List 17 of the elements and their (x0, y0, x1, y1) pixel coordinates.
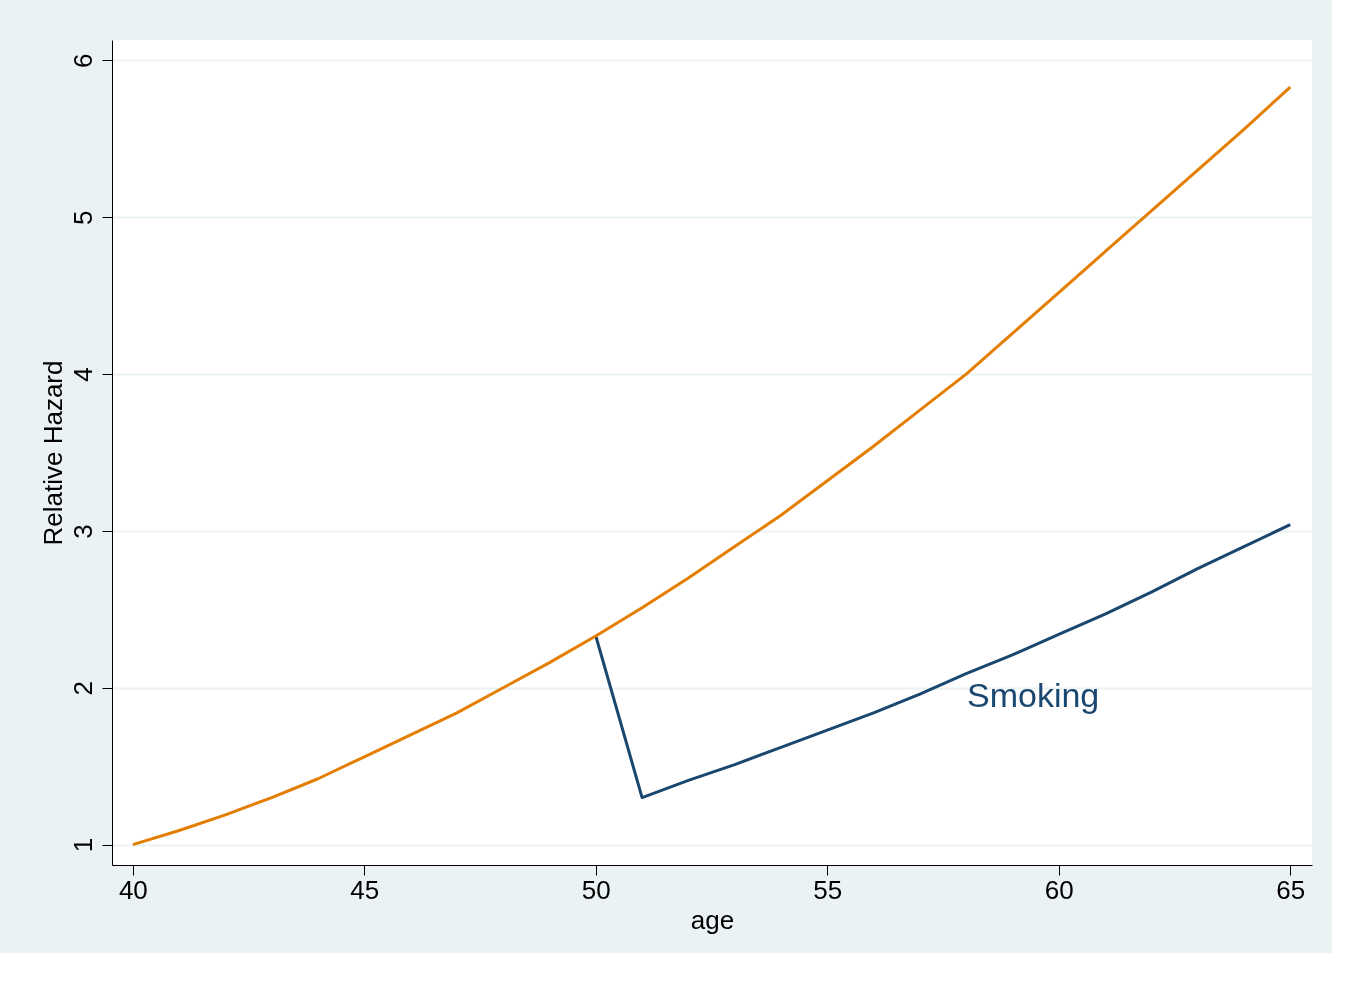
y-tick-label: 6 (67, 53, 98, 69)
x-tick-label: 65 (1276, 874, 1306, 905)
y-tick-label: 2 (67, 681, 98, 696)
x-tick-label: 55 (813, 874, 843, 905)
line-series (131, 85, 1292, 847)
line-series (594, 523, 1292, 800)
y-tick-label: 5 (67, 210, 98, 225)
x-tick-label: 40 (118, 874, 148, 905)
y-tick-label: 4 (67, 367, 98, 382)
y-axis-title: Relative Hazard (37, 360, 68, 546)
x-tick-label: 45 (350, 874, 380, 905)
y-tick-label: 3 (67, 524, 98, 539)
annotation: Smoking (967, 676, 1100, 714)
x-axis-title: age (690, 904, 735, 935)
x-tick-label: 50 (581, 874, 611, 905)
x-tick-label: 60 (1044, 874, 1074, 905)
y-tick-label: 1 (67, 837, 98, 853)
